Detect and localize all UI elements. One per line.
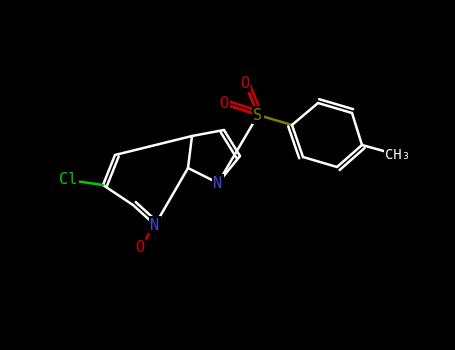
Text: Cl: Cl [59,173,77,188]
Text: O: O [136,240,145,256]
Text: S: S [253,107,263,122]
Text: O: O [240,76,249,91]
Text: N: N [151,217,160,232]
Text: O: O [219,97,228,112]
Text: CH₃: CH₃ [385,148,410,162]
Text: N: N [213,175,222,190]
